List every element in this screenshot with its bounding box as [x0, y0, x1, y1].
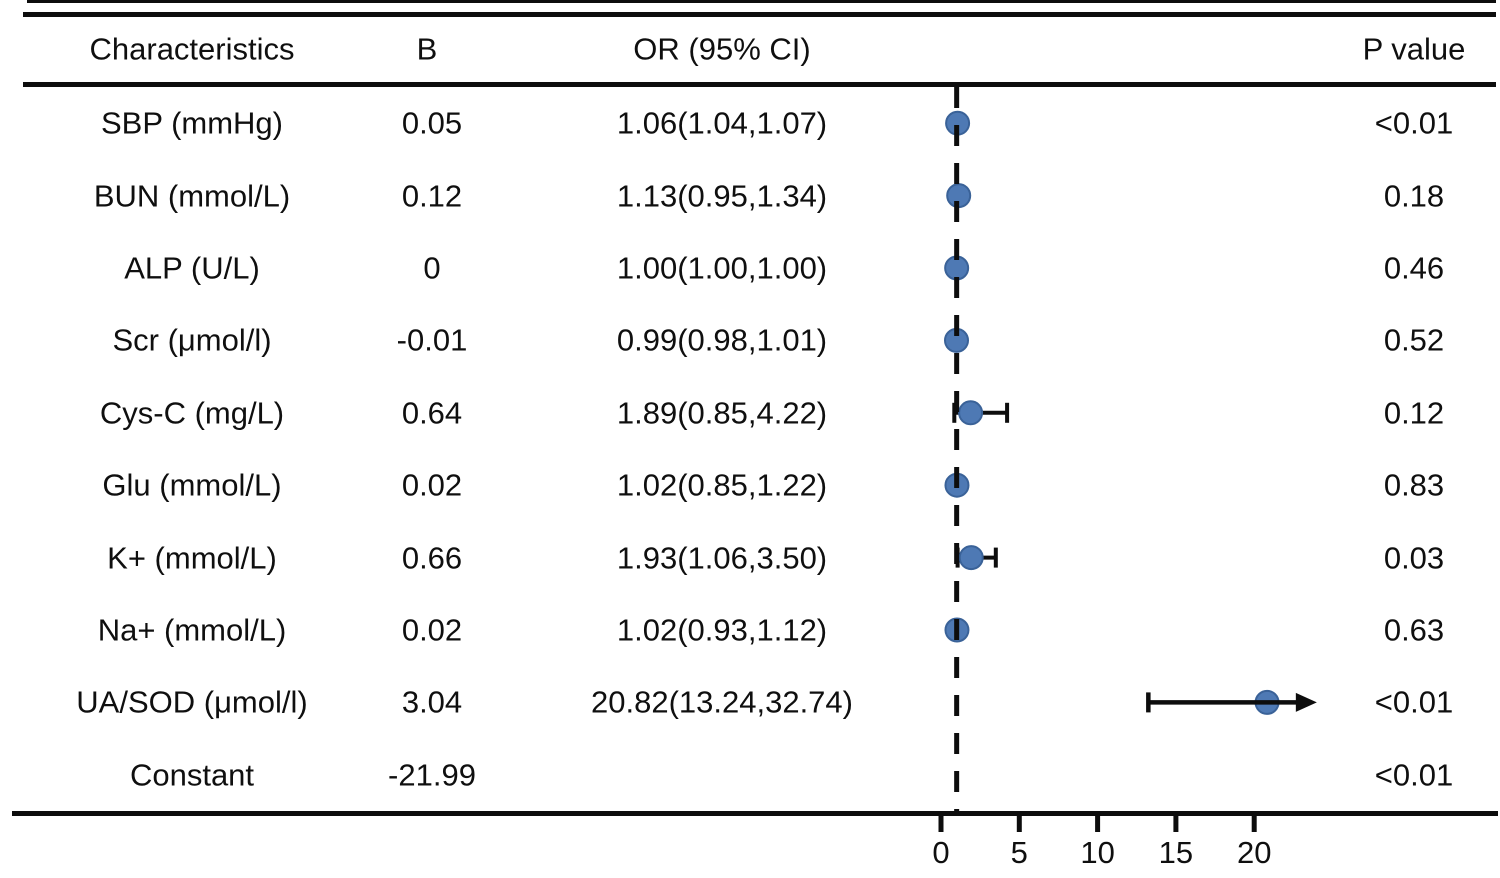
b-value-cell: 0.02	[401, 612, 463, 648]
clipped-ci-arrowhead	[1295, 692, 1317, 712]
or-ci-cell: 1.02(0.85,1.22)	[616, 467, 828, 503]
x-axis-tick-label: 20	[1237, 835, 1271, 870]
b-value-cell: 0.05	[401, 105, 463, 141]
b-value-cell: -0.01	[396, 322, 468, 358]
characteristic-cell: Na+ (mmol/L)	[97, 612, 287, 648]
x-axis-tick-label: 0	[932, 835, 949, 870]
p-value-cell: <0.01	[1374, 684, 1454, 720]
b-value-cell: 0.02	[401, 467, 463, 503]
or-point-marker	[958, 400, 984, 426]
or-ci-cell: 1.89(0.85,4.22)	[616, 395, 828, 431]
or-ci-cell: 1.13(0.95,1.34)	[616, 178, 828, 214]
x-axis-tick-label: 15	[1159, 835, 1193, 870]
or-point-marker	[958, 545, 984, 571]
b-value-cell: 3.04	[401, 684, 463, 720]
characteristic-cell: Constant	[129, 757, 255, 793]
p-value-cell: <0.01	[1374, 757, 1454, 793]
characteristic-cell: ALP (U/L)	[124, 250, 260, 286]
header-bottom-rule	[23, 82, 1496, 87]
or-ci-cell: 1.02(0.93,1.12)	[616, 612, 828, 648]
x-axis-tick-label: 10	[1080, 835, 1114, 870]
b-value-cell: -21.99	[388, 757, 476, 793]
or-ci-cell: 1.06(1.04,1.07)	[616, 105, 828, 141]
header-or-ci: OR (95% CI)	[633, 31, 811, 67]
characteristic-cell: Glu (mmol/L)	[102, 467, 282, 503]
table-top-rule	[23, 12, 1496, 17]
p-value-cell: 0.52	[1383, 322, 1445, 358]
characteristic-cell: Scr (μmol/l)	[112, 322, 272, 358]
figure-top-edge-line	[27, 0, 1496, 3]
p-value-cell: 0.03	[1383, 540, 1445, 576]
b-value-cell: 0.66	[401, 540, 463, 576]
header-b: B	[416, 31, 438, 67]
or-ci-cell: 1.00(1.00,1.00)	[616, 250, 828, 286]
p-value-cell: 0.18	[1383, 178, 1445, 214]
or-ci-cell: 20.82(13.24,32.74)	[591, 684, 853, 720]
p-value-cell: 0.12	[1383, 395, 1445, 431]
header-p-value: P value	[1362, 31, 1466, 67]
characteristic-cell: UA/SOD (μmol/l)	[76, 684, 308, 720]
characteristic-cell: Cys-C (mg/L)	[99, 395, 285, 431]
characteristic-cell: SBP (mmHg)	[100, 105, 284, 141]
b-value-cell: 0.64	[401, 395, 463, 431]
table-bottom-rule	[12, 811, 1498, 816]
or-ci-cell: 1.93(1.06,3.50)	[616, 540, 828, 576]
characteristic-cell: BUN (mmol/L)	[93, 178, 291, 214]
p-value-cell: 0.83	[1383, 467, 1445, 503]
x-axis-tick-label: 5	[1011, 835, 1028, 870]
p-value-cell: 0.46	[1383, 250, 1445, 286]
p-value-cell: <0.01	[1374, 105, 1454, 141]
header-characteristics: Characteristics	[89, 31, 295, 67]
b-value-cell: 0	[423, 250, 441, 286]
characteristic-cell: K+ (mmol/L)	[107, 540, 277, 576]
or-ci-cell: 0.99(0.98,1.01)	[616, 322, 828, 358]
p-value-cell: 0.63	[1383, 612, 1445, 648]
b-value-cell: 0.12	[401, 178, 463, 214]
